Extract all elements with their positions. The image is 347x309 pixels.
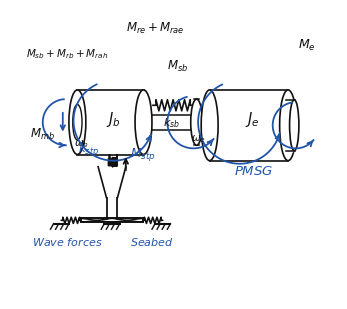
Polygon shape bbox=[107, 197, 117, 219]
Ellipse shape bbox=[69, 90, 86, 154]
Text: $M_{re}+M_{rae}$: $M_{re}+M_{rae}$ bbox=[126, 21, 184, 36]
Text: $k_{stp}$: $k_{stp}$ bbox=[78, 141, 100, 159]
Polygon shape bbox=[196, 118, 210, 133]
Text: $\omega_b$: $\omega_b$ bbox=[74, 138, 89, 150]
Ellipse shape bbox=[290, 100, 299, 151]
Text: $J_e$: $J_e$ bbox=[245, 110, 259, 129]
Ellipse shape bbox=[191, 99, 202, 145]
Text: $J_b$: $J_b$ bbox=[106, 110, 121, 129]
Text: $PMSG$: $PMSG$ bbox=[234, 165, 273, 178]
Polygon shape bbox=[77, 90, 144, 154]
Polygon shape bbox=[194, 99, 200, 145]
Polygon shape bbox=[81, 218, 143, 222]
Text: $M_e$: $M_e$ bbox=[298, 38, 316, 53]
Polygon shape bbox=[144, 115, 196, 130]
Ellipse shape bbox=[135, 90, 152, 154]
Polygon shape bbox=[210, 90, 292, 164]
Text: $\omega_e$: $\omega_e$ bbox=[191, 133, 205, 145]
Text: $M_{mb}$: $M_{mb}$ bbox=[30, 127, 55, 142]
Text: $M_{sb}$: $M_{sb}$ bbox=[168, 59, 189, 74]
Ellipse shape bbox=[201, 90, 218, 161]
Text: $k_{sb}$: $k_{sb}$ bbox=[163, 116, 180, 130]
Text: $M_{stp}$: $M_{stp}$ bbox=[130, 146, 156, 163]
Text: $Wave\ forces$: $Wave\ forces$ bbox=[32, 236, 103, 248]
Ellipse shape bbox=[73, 104, 82, 140]
Ellipse shape bbox=[280, 90, 297, 161]
Polygon shape bbox=[98, 167, 126, 197]
Text: $M_{sb}+M_{rb}+M_{rah}$: $M_{sb}+M_{rb}+M_{rah}$ bbox=[26, 48, 108, 61]
Polygon shape bbox=[286, 100, 295, 151]
Text: $Seabed$: $Seabed$ bbox=[130, 236, 174, 248]
